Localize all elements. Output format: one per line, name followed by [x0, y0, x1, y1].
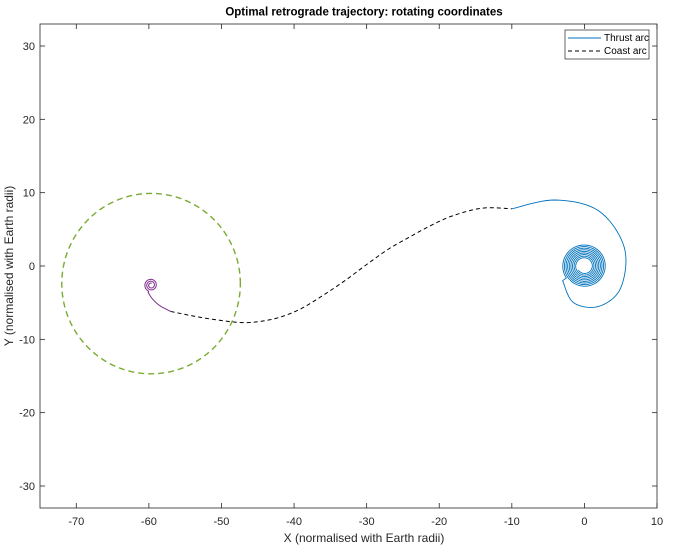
series-layer — [61, 192, 627, 375]
tick-layer: -70 -60 -50 -40 -30 -20 -10 0 10 -30 -20 -10 0 10 20 30 — [19, 24, 663, 528]
legend-label-thrust-arc: Thrust arc — [604, 33, 649, 44]
y-tick-label: 0 — [29, 261, 35, 273]
y-tick-label: 20 — [23, 114, 35, 126]
moon-circle-series — [61, 192, 242, 375]
x-tick-label: -50 — [214, 516, 230, 528]
y-tick-label: -30 — [19, 481, 35, 493]
x-tick-label: -10 — [504, 516, 520, 528]
legend-box — [564, 29, 650, 60]
x-tick-label: -30 — [359, 516, 375, 528]
y-tick-label: 10 — [23, 188, 35, 200]
x-axis-label: X (normalised with Earth radii) — [284, 531, 445, 545]
legend: Thrust arc Coast arc — [564, 29, 650, 60]
y-tick-label: 30 — [23, 41, 35, 53]
chart-title: Optimal retrograde trajectory: rotating … — [225, 7, 502, 19]
x-tick-label: 0 — [581, 516, 587, 528]
thrust-arc-series — [511, 199, 627, 308]
axes-background — [40, 24, 657, 508]
coast-arc-series — [170, 207, 512, 324]
x-tick-label: -40 — [286, 516, 302, 528]
y-tick-label: -20 — [19, 408, 35, 420]
x-tick-label: -70 — [68, 516, 84, 528]
x-tick-label: -60 — [141, 516, 157, 528]
legend-label-coast-arc: Coast arc — [604, 46, 647, 57]
x-tick-label: 10 — [651, 516, 663, 528]
moon-spiral-series — [144, 278, 171, 312]
x-tick-label: -20 — [431, 516, 447, 528]
plot-area: -70 -60 -50 -40 -30 -20 -10 0 10 -30 -20 -10 0 10 20 30 — [19, 23, 663, 528]
y-axis-label: Y (normalised with Earth radii) — [2, 186, 16, 347]
y-tick-label: -10 — [19, 334, 35, 346]
